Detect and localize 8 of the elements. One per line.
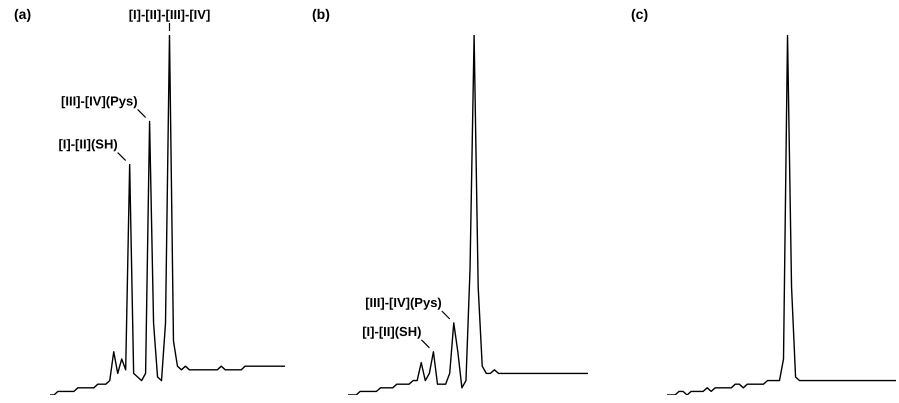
chart-title: (c) — [631, 6, 648, 22]
annotation: [I]-[II](SH) — [58, 136, 118, 152]
annotation: [I]-[II](SH) — [362, 324, 422, 339]
chart-title: (b) — [312, 6, 330, 22]
chart-title: (a) — [14, 6, 32, 22]
annotation: [III]-[IV](Pys) — [365, 295, 442, 310]
annotation: [III]-[IV](Pys) — [61, 93, 138, 108]
text: [I]-[II]-[III]-[IV] — [128, 7, 210, 22]
